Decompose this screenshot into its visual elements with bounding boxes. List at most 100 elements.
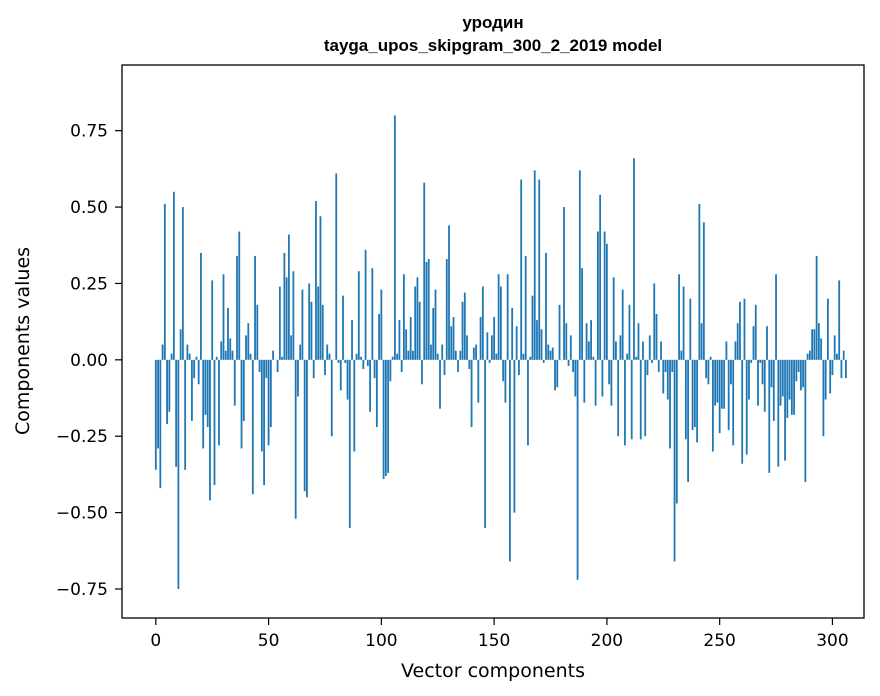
bar <box>576 359 579 580</box>
bar <box>364 249 367 360</box>
bar <box>777 359 780 467</box>
bar <box>346 359 349 400</box>
bar <box>179 329 182 360</box>
bar <box>664 359 667 373</box>
bar <box>551 347 554 360</box>
bar <box>759 359 762 363</box>
bar <box>254 255 256 360</box>
bar <box>709 356 712 360</box>
bar <box>784 359 786 461</box>
bar <box>619 335 622 360</box>
bar <box>448 225 450 360</box>
bar <box>247 323 250 360</box>
bar <box>321 304 324 360</box>
bar <box>177 359 180 589</box>
x-tick-label: 300 <box>816 631 848 651</box>
bar <box>698 204 701 360</box>
bar <box>567 359 570 366</box>
bar <box>181 207 184 360</box>
bar <box>585 323 588 360</box>
bar <box>297 359 299 397</box>
bar <box>628 304 631 360</box>
bar <box>533 170 536 360</box>
bar <box>648 335 651 360</box>
bar <box>707 359 710 385</box>
bar <box>820 338 823 360</box>
bar <box>324 359 326 376</box>
bar <box>745 359 748 455</box>
bar <box>511 307 514 360</box>
bar <box>565 323 568 360</box>
bar <box>310 301 313 360</box>
bar <box>766 326 768 360</box>
bar <box>502 359 505 382</box>
bar <box>283 252 286 360</box>
bar <box>687 359 689 483</box>
bar <box>396 353 399 360</box>
bar <box>655 314 658 360</box>
bar <box>357 271 360 360</box>
chart-subtitle: tayga_upos_skipgram_300_2_2019 model <box>324 36 662 55</box>
bar <box>335 173 338 360</box>
bar <box>373 359 376 379</box>
bar <box>815 255 818 360</box>
bar <box>504 359 507 403</box>
bar <box>653 283 656 360</box>
bar <box>339 359 342 391</box>
bar <box>572 359 574 373</box>
bar <box>405 329 408 360</box>
bar <box>477 359 480 403</box>
bar <box>441 344 444 360</box>
bar <box>574 359 577 397</box>
bar <box>714 359 717 406</box>
bar <box>845 359 847 379</box>
bar <box>206 359 209 428</box>
bar <box>468 359 471 369</box>
bar <box>384 359 387 476</box>
x-tick-label: 100 <box>365 631 397 651</box>
bar <box>287 234 290 360</box>
bar <box>184 359 187 470</box>
bar <box>488 359 491 363</box>
bar <box>163 204 166 360</box>
plot-frame <box>121 64 865 619</box>
bar <box>581 268 583 360</box>
bar <box>170 353 173 360</box>
bar <box>531 295 534 360</box>
bar <box>788 359 791 400</box>
bar <box>434 289 437 360</box>
bar <box>398 320 401 360</box>
bar <box>265 359 268 379</box>
bar <box>475 344 477 360</box>
y-tick-label: 0.75 <box>70 122 108 142</box>
bar <box>425 262 428 360</box>
bar <box>547 344 550 360</box>
bar <box>797 359 800 373</box>
bar <box>154 359 157 470</box>
bar <box>540 329 543 360</box>
bar <box>389 359 392 382</box>
bar <box>642 341 644 360</box>
bar <box>583 359 586 403</box>
bar <box>249 353 252 360</box>
bar <box>303 359 306 492</box>
bar <box>193 359 196 379</box>
bar <box>278 286 281 360</box>
bar <box>463 292 466 360</box>
bar <box>518 359 520 376</box>
bar <box>556 359 559 388</box>
bar <box>432 307 435 360</box>
bar <box>290 335 293 360</box>
x-axis-label: Vector components <box>401 660 585 682</box>
bar <box>682 286 685 360</box>
bar <box>817 323 820 360</box>
bar <box>702 222 705 360</box>
bar <box>639 359 642 440</box>
bar <box>285 277 288 360</box>
bar <box>603 231 606 360</box>
bar <box>515 326 518 360</box>
bar <box>342 295 344 360</box>
bar <box>204 359 207 415</box>
bar <box>267 359 270 446</box>
bar <box>466 335 468 360</box>
